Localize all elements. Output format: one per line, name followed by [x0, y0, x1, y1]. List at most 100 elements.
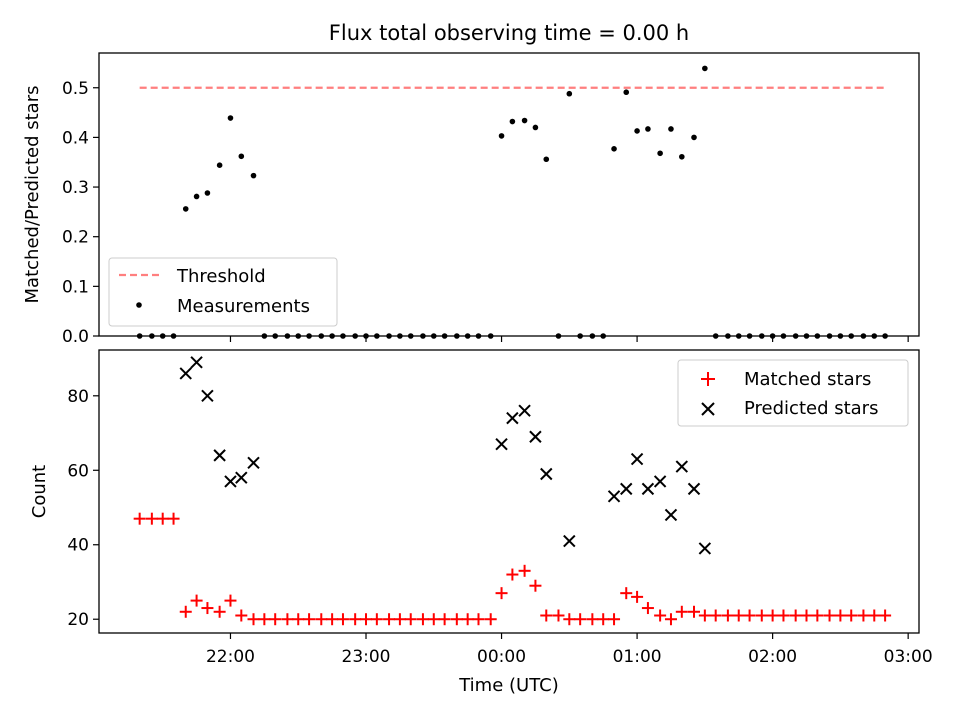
matched-star-point [213, 605, 226, 618]
count-panel-marks [133, 356, 892, 626]
matched-star-point [868, 609, 881, 622]
matched-star-point [641, 602, 654, 615]
measurement-point [634, 128, 640, 134]
predicted-star-point [495, 438, 508, 451]
matched-star-point [247, 613, 260, 626]
ratio-y-tick-label: 0.0 [62, 327, 89, 347]
predicted-star-point [213, 449, 226, 462]
predicted-star-point [247, 456, 260, 470]
count-panel-y-ticks: 20 40 60 80 [67, 387, 99, 630]
matched-star-point [190, 594, 203, 607]
matched-legend-label: Matched stars [744, 369, 871, 390]
ratio-panel-frame [98, 52, 920, 337]
matched-star-point [664, 613, 677, 626]
matched-star-point [404, 613, 417, 626]
ratio-panel-legend: Threshold Measurements [108, 257, 338, 327]
measurement-point [204, 190, 211, 196]
predicted-star-point [630, 452, 644, 466]
ratio-panel-y-axis-label: Matched/Predicted stars [22, 86, 43, 304]
matched-star-point [709, 609, 722, 622]
matched-star-point [438, 613, 451, 626]
matched-star-point [224, 594, 237, 607]
matched-star-point [235, 609, 248, 622]
matched-star-point [845, 609, 858, 622]
count-panel-frame [98, 349, 920, 634]
measurement-point [498, 133, 505, 139]
matched-star-point [472, 613, 485, 626]
ratio-panel-y-ticks: 0.0 0.1 0.2 0.3 0.4 0.5 [62, 79, 99, 347]
predicted-star-point [698, 542, 712, 555]
predicted-star-point [235, 471, 248, 484]
predicted-star-point [641, 482, 655, 496]
measurement-point [668, 126, 674, 132]
measurement-point [679, 153, 685, 160]
measurement-point [250, 172, 257, 179]
matched-star-point [360, 613, 373, 626]
matched-star-point [563, 613, 576, 626]
matched-star-point [608, 613, 621, 626]
measurement-point [238, 153, 245, 160]
predicted-star-point [540, 467, 553, 481]
matched-star-point [631, 590, 644, 603]
matched-star-point [370, 613, 383, 626]
measurements-legend-swatch [136, 302, 142, 308]
ratio-panel-x-ticks [229, 336, 909, 342]
matched-star-point [743, 609, 756, 622]
ratio-panel: 0.0 0.1 0.2 0.3 0.4 0.5 Matched/Predicted sta… [22, 52, 920, 347]
matched-star-point [529, 579, 542, 592]
measurement-point [566, 90, 573, 97]
matched-star-point [721, 609, 734, 622]
count-panel-legend: Matched stars Predicted stars [677, 359, 909, 427]
predicted-star-point [687, 482, 701, 496]
matched-star-point [145, 512, 158, 525]
matched-star-point [698, 609, 711, 622]
matched-star-point [777, 609, 790, 622]
measurement-point [623, 89, 630, 96]
measurement-point [521, 117, 528, 124]
matched-star-point [326, 613, 339, 626]
matched-star-point [303, 613, 316, 626]
matched-star-point [349, 613, 362, 626]
x-axis-label: Time (UTC) [458, 675, 559, 696]
matched-star-point [427, 613, 440, 626]
predicted-star-point [620, 482, 633, 496]
matched-star-point [597, 613, 610, 626]
matched-star-point [688, 605, 701, 618]
x-tick-label: 00:00 [477, 647, 526, 667]
matched-star-point [654, 609, 667, 622]
count-y-tick-label: 60 [67, 461, 89, 481]
chart-title: Flux total observing time = 0.00 h [329, 21, 689, 45]
matched-star-point [540, 609, 553, 622]
matched-star-point [292, 613, 305, 626]
ratio-legend-box [108, 257, 338, 327]
measurement-point [509, 118, 516, 125]
threshold-legend-label: Threshold [176, 266, 266, 287]
matched-star-point [495, 587, 508, 600]
matched-star-point [281, 613, 294, 626]
matched-star-point [167, 512, 180, 525]
matched-star-point [156, 512, 169, 525]
matched-star-point [574, 613, 587, 626]
matched-star-point [823, 609, 836, 622]
matched-star-point [336, 613, 349, 626]
ratio-y-tick-label: 0.4 [62, 128, 89, 148]
matched-star-point [133, 512, 146, 525]
count-y-tick-label: 20 [67, 610, 89, 630]
measurement-point [227, 115, 234, 121]
measurement-point [216, 162, 223, 169]
matched-star-point [586, 613, 599, 626]
matched-star-point [755, 609, 768, 622]
predicted-legend-label: Predicted stars [744, 398, 878, 419]
predicted-legend-swatch [701, 402, 715, 416]
matched-star-point [258, 613, 271, 626]
x-tick-label: 23:00 [342, 647, 391, 667]
matched-star-point [857, 609, 870, 622]
matched-star-point [484, 613, 497, 626]
matched-star-point [675, 605, 688, 618]
matched-star-point [879, 609, 892, 622]
predicted-star-point [607, 490, 621, 503]
measurement-point [691, 134, 697, 141]
matched-star-point [811, 609, 824, 622]
